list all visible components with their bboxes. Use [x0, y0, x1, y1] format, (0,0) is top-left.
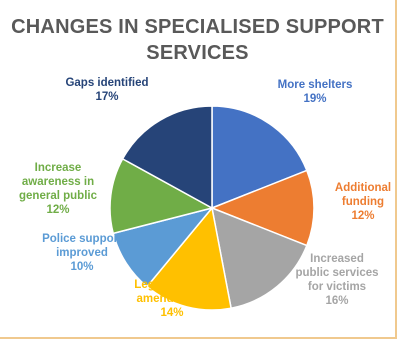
pie-slice-6	[121, 105, 213, 210]
slice-label-line-5-2: general public	[19, 190, 98, 202]
slice-label-0: More shelters 19%	[278, 79, 353, 105]
pie-slice-2	[211, 206, 308, 310]
chart-title-line-2: SERVICES	[146, 42, 249, 64]
slice-label-line-6-0: Gaps identified	[65, 77, 148, 89]
slice-value-3: 14%	[160, 307, 183, 319]
slice-label-line-5-1: awareness in	[22, 176, 94, 188]
pie-slice-3	[145, 206, 232, 311]
slice-label-line-4-0: Police support	[42, 233, 122, 245]
slice-label-line-2-2: for victims	[308, 281, 366, 293]
slice-value-5: 12%	[46, 204, 69, 216]
slice-value-2: 16%	[325, 295, 348, 307]
pie-slices	[109, 105, 315, 311]
chart-title: CHANGES IN SPECIALISED SUPPORT SERVICES	[0, 14, 395, 66]
slice-label-2: Increased public services for victims 16%	[295, 253, 378, 307]
slice-label-line-1-0: Additional	[335, 182, 391, 194]
slice-value-1: 12%	[351, 210, 374, 222]
slice-label-line-2-0: Increased	[310, 253, 364, 265]
slice-label-line-3-1: amendments	[137, 293, 208, 305]
pie-chart: More shelters 19%Additional funding 12%Incr…	[19, 77, 391, 319]
slice-label-5: Increase awareness in general public 12%	[19, 162, 98, 216]
slice-label-3: Legislation or amendments 14%	[134, 279, 210, 319]
slice-label-line-1-1: funding	[342, 196, 384, 208]
slice-value-0: 19%	[303, 93, 326, 105]
slice-label-line-4-1: improved	[56, 247, 108, 259]
slice-label-line-3-0: Legislation or	[134, 279, 210, 291]
pie-slice-5	[109, 157, 215, 235]
slice-value-6: 17%	[95, 91, 118, 103]
slice-label-6: Gaps identified 17%	[65, 77, 148, 103]
slice-value-4: 10%	[70, 261, 93, 273]
chart-title-line-1: CHANGES IN SPECIALISED SUPPORT	[11, 16, 384, 38]
slice-label-line-2-1: public services	[295, 267, 378, 279]
slice-label-4: Police support improved 10%	[42, 233, 122, 273]
slice-label-line-5-0: Increase	[35, 162, 82, 174]
slice-label-1: Additional funding 12%	[335, 182, 391, 222]
pie-slice-0	[211, 105, 308, 210]
slice-label-line-0-0: More shelters	[278, 79, 353, 91]
pie-labels: More shelters 19%Additional funding 12%Incr…	[19, 77, 391, 319]
pie-slice-1	[209, 169, 315, 247]
